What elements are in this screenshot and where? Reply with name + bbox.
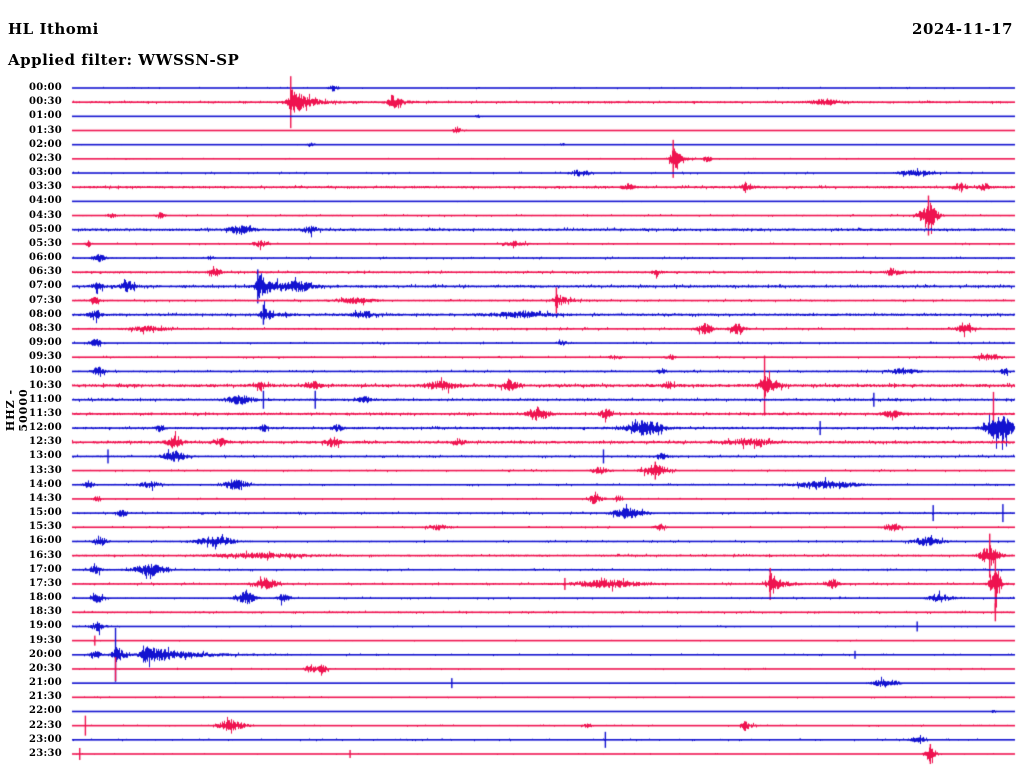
row-time-label: 11:00 (28, 393, 62, 405)
row-time-label: 15:30 (28, 521, 62, 533)
row-time-label: 17:30 (28, 577, 62, 589)
row-time-label: 04:00 (28, 195, 62, 207)
row-time-label: 14:00 (28, 478, 62, 490)
row-time-label: 18:00 (28, 592, 62, 604)
row-time-label: 18:30 (28, 606, 62, 618)
row-time-label: 12:30 (28, 436, 62, 448)
row-time-label: 19:30 (28, 634, 62, 646)
row-time-label: 09:00 (28, 337, 62, 349)
row-time-label: 08:30 (28, 322, 62, 334)
row-time-label: 20:30 (28, 662, 62, 674)
row-time-label: 01:00 (28, 110, 62, 122)
row-time-label: 21:00 (28, 677, 62, 689)
filter-label: Applied filter: WWSSN-SP (8, 51, 240, 69)
row-time-label: 01:30 (28, 124, 62, 136)
row-time-label: 06:30 (28, 266, 62, 278)
row-time-label: 21:30 (28, 691, 62, 703)
row-time-label: 13:00 (28, 450, 62, 462)
row-time-label: 02:30 (28, 152, 62, 164)
row-time-label: 07:00 (28, 280, 62, 292)
row-time-label: 11:30 (28, 407, 62, 419)
station-name: HL Ithomi (8, 20, 99, 38)
row-time-label: 13:30 (28, 464, 62, 476)
row-time-label: 00:00 (28, 82, 62, 93)
row-time-label: 16:30 (28, 549, 62, 561)
row-time-label: 15:00 (28, 507, 62, 519)
row-time-label: 23:30 (28, 747, 62, 759)
row-time-label: 03:30 (28, 181, 62, 193)
row-time-label: 16:00 (28, 535, 62, 547)
row-time-label: 03:00 (28, 167, 62, 179)
row-time-label: 06:00 (28, 252, 62, 264)
row-time-label: 02:00 (28, 138, 62, 150)
row-time-label: 23:00 (28, 733, 62, 745)
row-time-label: 17:00 (28, 563, 62, 575)
row-time-label: 09:30 (28, 351, 62, 363)
row-time-label: 04:30 (28, 209, 62, 221)
row-time-label: 10:30 (28, 379, 62, 391)
row-time-label: 05:00 (28, 223, 62, 235)
row-time-label: 10:00 (28, 365, 62, 377)
row-time-label: 22:30 (28, 719, 62, 731)
row-time-label: 08:00 (28, 308, 62, 320)
row-time-label: 22:00 (28, 705, 62, 717)
row-time-label: 00:30 (28, 96, 62, 108)
row-time-label: 20:00 (28, 648, 62, 660)
row-time-label: 12:00 (28, 422, 62, 434)
row-time-label: 07:30 (28, 294, 62, 306)
row-time-label: 05:30 (28, 237, 62, 249)
row-time-label: 14:30 (28, 492, 62, 504)
row-time-label: 19:00 (28, 620, 62, 632)
record-date: 2024-11-17 (912, 20, 1013, 38)
